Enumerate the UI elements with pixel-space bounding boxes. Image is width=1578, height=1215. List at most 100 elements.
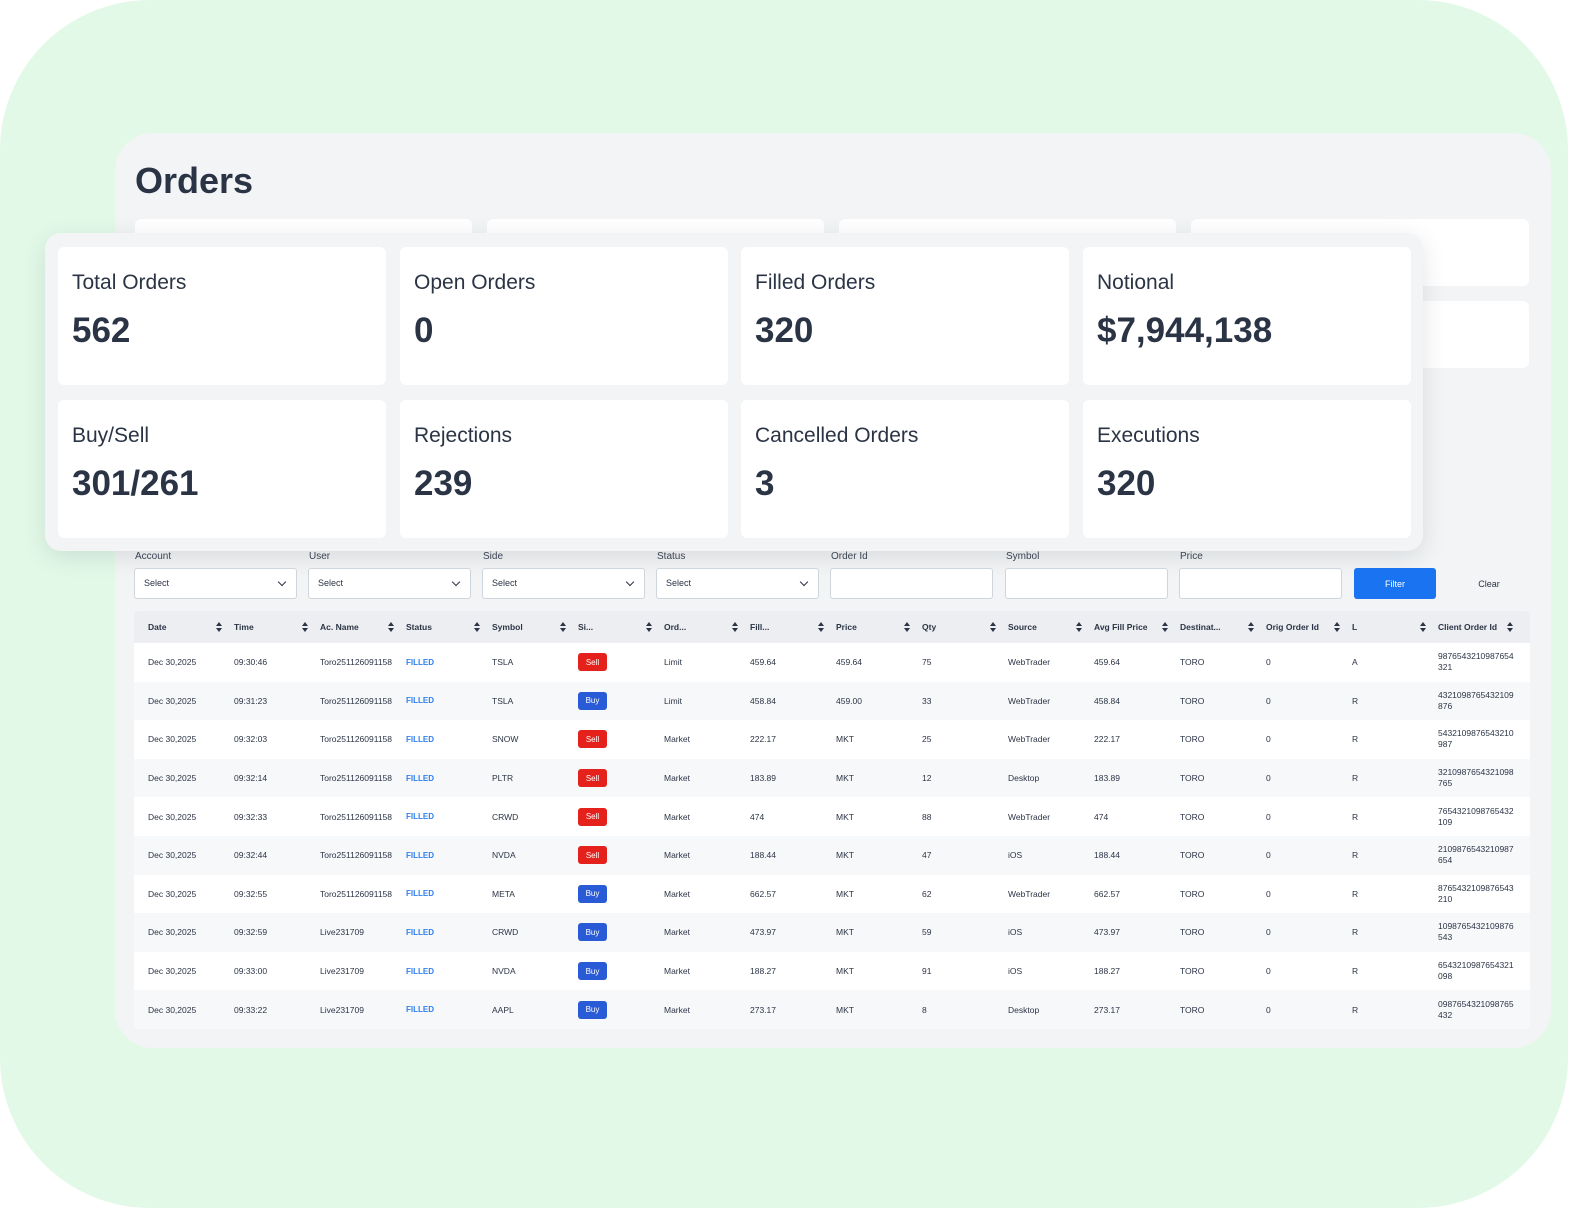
column-header-price[interactable]: Price: [836, 622, 857, 632]
user-select[interactable]: Select: [308, 568, 471, 599]
qty-cell: 25: [922, 734, 932, 745]
column-header-qty[interactable]: Qty: [922, 622, 937, 632]
sort-icon[interactable]: [1162, 621, 1168, 633]
column-header-ord[interactable]: Ord...: [664, 622, 687, 632]
date-cell: Dec 30,2025: [148, 657, 197, 668]
time-cell: 09:32:33: [234, 811, 268, 822]
sort-icon[interactable]: [1334, 621, 1340, 633]
side-badge: Buy: [578, 884, 607, 903]
column-header-orig-order-id[interactable]: Orig Order Id: [1266, 622, 1319, 632]
orig-order-id-cell: 0: [1266, 773, 1271, 784]
price-cell: MKT: [836, 850, 854, 861]
clear-button[interactable]: Clear: [1478, 578, 1500, 589]
fill-cell: 273.17: [750, 1004, 776, 1015]
order-id-input[interactable]: [830, 568, 993, 599]
order-type-cell: Market: [664, 734, 690, 745]
orig-order-id-cell: 0: [1266, 927, 1271, 938]
avg-fill-cell: 273.17: [1094, 1004, 1120, 1015]
l-cell: A: [1352, 657, 1358, 668]
side-badge: Buy: [578, 923, 607, 942]
table-row[interactable]: Dec 30,2025 09:32:44 Toro251126091158 FILLE…: [134, 836, 1530, 875]
table-row[interactable]: Dec 30,2025 09:32:55 Toro251126091158 FILLE…: [134, 875, 1530, 914]
source-cell: WebTrader: [1008, 657, 1051, 668]
table-row[interactable]: Dec 30,2025 09:30:46 Toro251126091158 FILLE…: [134, 643, 1530, 682]
sort-icon[interactable]: [560, 621, 566, 633]
symbol-input[interactable]: [1005, 568, 1168, 599]
table-row[interactable]: Dec 30,2025 09:31:23 Toro251126091158 FILLE…: [134, 681, 1530, 721]
orig-order-id-cell: 0: [1266, 734, 1271, 745]
chevron-down-icon: [799, 577, 809, 587]
column-header-date[interactable]: Date: [148, 622, 167, 632]
table-row[interactable]: Dec 30,2025 09:32:03 Toro251126091158 FILLE…: [134, 720, 1530, 759]
column-header-si[interactable]: Si...: [578, 622, 594, 632]
destination-cell: TORO: [1180, 1004, 1205, 1015]
date-cell: Dec 30,2025: [148, 695, 197, 706]
time-cell: 09:32:59: [234, 927, 268, 938]
avg-fill-cell: 474: [1094, 811, 1109, 822]
table-row[interactable]: Dec 30,2025 09:32:14 Toro251126091158 FILLE…: [134, 758, 1530, 798]
source-cell: WebTrader: [1008, 734, 1051, 745]
chevron-down-icon: [277, 577, 287, 587]
column-header-fill[interactable]: Fill...: [750, 622, 770, 632]
symbol-cell: SNOW: [492, 734, 519, 745]
sort-icon[interactable]: [474, 621, 480, 633]
column-header-time[interactable]: Time: [234, 622, 254, 632]
table-row[interactable]: Dec 30,2025 09:33:22 Live231709 FILLED AAPL B…: [134, 990, 1530, 1029]
l-cell: R: [1352, 927, 1359, 938]
fill-cell: 188.27: [750, 966, 776, 977]
sort-icon[interactable]: [990, 621, 996, 633]
table-row[interactable]: Dec 30,2025 09:33:00 Live231709 FILLED NVDA B…: [134, 952, 1530, 991]
stat-value: 562: [72, 311, 131, 350]
sort-icon[interactable]: [646, 621, 652, 633]
filter-button[interactable]: Filter: [1354, 568, 1436, 599]
sort-icon[interactable]: [732, 621, 738, 633]
column-header-destinat[interactable]: Destinat...: [1180, 622, 1221, 632]
price-cell: MKT: [836, 966, 854, 977]
time-cell: 09:32:03: [234, 734, 268, 745]
sort-icon[interactable]: [388, 621, 394, 633]
account-cell: Toro251126091158: [320, 811, 393, 822]
sort-icon[interactable]: [1076, 621, 1082, 633]
price-input[interactable]: [1179, 568, 1342, 599]
column-header-avg-fill-price[interactable]: Avg Fill Price: [1094, 622, 1148, 632]
sort-icon[interactable]: [904, 621, 910, 633]
column-header-l[interactable]: L: [1352, 622, 1358, 632]
column-header-symbol[interactable]: Symbol: [492, 622, 523, 632]
sort-icon[interactable]: [1248, 621, 1254, 633]
order-type-cell: Market: [664, 811, 690, 822]
side-cell: Sell: [578, 797, 607, 836]
table-row[interactable]: Dec 30,2025 09:32:33 Toro251126091158 FILLE…: [134, 797, 1530, 836]
table-row[interactable]: Dec 30,2025 09:32:59 Live231709 FILLED CRWD B…: [134, 913, 1530, 952]
fill-cell: 188.44: [750, 850, 776, 861]
destination-cell: TORO: [1180, 888, 1205, 899]
sort-icon[interactable]: [1507, 621, 1513, 633]
sort-icon[interactable]: [1420, 621, 1426, 633]
stat-value: 320: [1097, 464, 1156, 503]
account-select-value: Select: [144, 578, 170, 588]
column-header-source[interactable]: Source: [1008, 622, 1037, 632]
sort-icon[interactable]: [818, 621, 824, 633]
fill-cell: 459.64: [750, 657, 776, 668]
avg-fill-cell: 188.44: [1094, 850, 1120, 861]
side-select[interactable]: Select: [482, 568, 645, 599]
sort-icon[interactable]: [302, 621, 308, 633]
source-cell: WebTrader: [1008, 695, 1051, 706]
column-header-ac-name[interactable]: Ac. Name: [320, 622, 359, 632]
stat-card-total-orders: Total Orders 562: [58, 247, 386, 385]
status-select[interactable]: Select: [656, 568, 819, 599]
account-cell: Toro251126091158: [320, 695, 393, 706]
date-cell: Dec 30,2025: [148, 927, 197, 938]
qty-cell: 8: [922, 1004, 927, 1015]
stat-value: 3: [755, 464, 775, 503]
avg-fill-cell: 473.97: [1094, 927, 1120, 938]
order-type-cell: Market: [664, 850, 690, 861]
column-header-client-order-id[interactable]: Client Order Id: [1438, 622, 1498, 632]
date-cell: Dec 30,2025: [148, 1004, 197, 1015]
table-header: Date Time Ac. Name Status Symbol Si... Ord... F…: [134, 611, 1530, 643]
fill-cell: 183.89: [750, 773, 776, 784]
side-cell: Buy: [578, 875, 607, 914]
column-header-status[interactable]: Status: [406, 622, 432, 632]
account-select[interactable]: Select: [134, 568, 297, 599]
sort-icon[interactable]: [216, 621, 222, 633]
stat-card-filled-orders: Filled Orders 320: [741, 247, 1069, 385]
